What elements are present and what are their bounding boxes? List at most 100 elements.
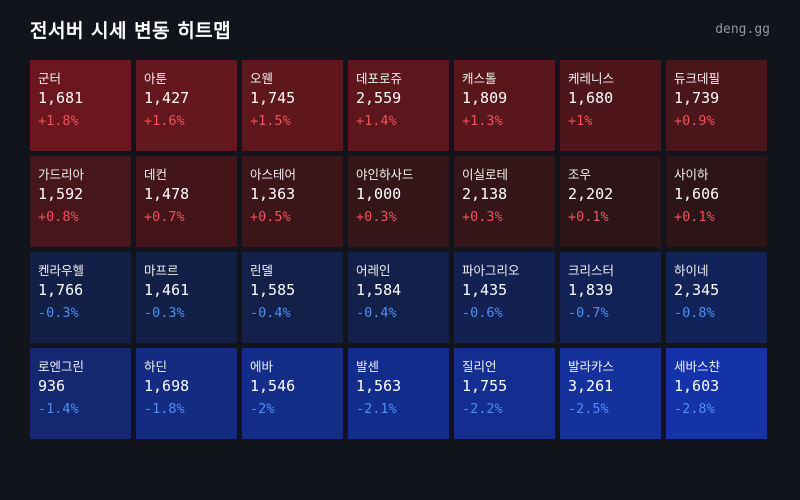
server-name: 오웬 bbox=[250, 71, 274, 86]
server-name: 가드리아 bbox=[38, 167, 85, 182]
server-price: 1,698 bbox=[144, 377, 190, 395]
server-price: 1,363 bbox=[250, 185, 296, 203]
price-change: -0.7% bbox=[568, 305, 609, 321]
server-tile[interactable]: 데컨 1,478 +0.7% bbox=[136, 156, 237, 247]
server-tile[interactable]: 세바스챤 1,603 -2.8% bbox=[666, 348, 767, 439]
server-name: 질리언 bbox=[462, 359, 497, 374]
price-change: +0.1% bbox=[568, 209, 609, 225]
server-name: 파아그리오 bbox=[462, 263, 520, 278]
server-tile[interactable]: 하딘 1,698 -1.8% bbox=[136, 348, 237, 439]
server-price: 1,809 bbox=[462, 89, 508, 107]
server-tile[interactable]: 이실로테 2,138 +0.3% bbox=[454, 156, 555, 247]
price-change: +0.5% bbox=[250, 209, 291, 225]
server-price: 1,000 bbox=[356, 185, 402, 203]
server-tile[interactable]: 캐스톨 1,809 +1.3% bbox=[454, 60, 555, 151]
server-price: 1,461 bbox=[144, 281, 190, 299]
server-tile[interactable]: 야인하사드 1,000 +0.3% bbox=[348, 156, 449, 247]
price-change: +1.4% bbox=[356, 113, 397, 129]
server-price: 2,138 bbox=[462, 185, 508, 203]
server-tile[interactable]: 아툰 1,427 +1.6% bbox=[136, 60, 237, 151]
server-price: 1,563 bbox=[356, 377, 402, 395]
server-tile[interactable]: 오웬 1,745 +1.5% bbox=[242, 60, 343, 151]
server-price: 936 bbox=[38, 377, 66, 395]
server-name: 크리스터 bbox=[568, 263, 615, 278]
price-change: -0.3% bbox=[38, 305, 79, 321]
server-name: 사이하 bbox=[674, 167, 709, 182]
server-tile[interactable]: 발라카스 3,261 -2.5% bbox=[560, 348, 661, 439]
server-tile[interactable]: 하이네 2,345 -0.8% bbox=[666, 252, 767, 343]
server-price: 1,606 bbox=[674, 185, 720, 203]
header: 전서버 시세 변동 히트맵 deng.gg bbox=[30, 14, 770, 44]
server-tile[interactable]: 린델 1,585 -0.4% bbox=[242, 252, 343, 343]
server-tile[interactable]: 발센 1,563 -2.1% bbox=[348, 348, 449, 439]
price-change: -2% bbox=[250, 401, 275, 417]
server-name: 듀크데필 bbox=[674, 71, 721, 86]
server-name: 캐스톨 bbox=[462, 71, 497, 86]
server-price: 1,546 bbox=[250, 377, 296, 395]
server-name: 아툰 bbox=[144, 71, 168, 86]
price-change: +1.8% bbox=[38, 113, 79, 129]
server-price: 2,345 bbox=[674, 281, 720, 299]
price-change: +0.7% bbox=[144, 209, 185, 225]
price-change: -1.4% bbox=[38, 401, 79, 417]
price-change: -1.8% bbox=[144, 401, 185, 417]
server-price: 1,592 bbox=[38, 185, 84, 203]
server-name: 이실로테 bbox=[462, 167, 509, 182]
server-tile[interactable]: 가드리아 1,592 +0.8% bbox=[30, 156, 131, 247]
server-price: 1,478 bbox=[144, 185, 190, 203]
server-name: 에바 bbox=[250, 359, 274, 374]
server-price: 1,584 bbox=[356, 281, 402, 299]
server-price: 1,427 bbox=[144, 89, 190, 107]
server-name: 발라카스 bbox=[568, 359, 615, 374]
server-name: 린델 bbox=[250, 263, 274, 278]
server-tile[interactable]: 케레니스 1,680 +1% bbox=[560, 60, 661, 151]
server-price: 1,739 bbox=[674, 89, 720, 107]
server-name: 군터 bbox=[38, 71, 62, 86]
server-name: 발센 bbox=[356, 359, 380, 374]
server-name: 마프르 bbox=[144, 263, 179, 278]
price-change: -0.8% bbox=[674, 305, 715, 321]
price-change: +0.3% bbox=[356, 209, 397, 225]
price-change: -2.8% bbox=[674, 401, 715, 417]
server-price: 1,435 bbox=[462, 281, 508, 299]
server-price: 3,261 bbox=[568, 377, 614, 395]
price-change: +1.3% bbox=[462, 113, 503, 129]
server-tile[interactable]: 사이하 1,606 +0.1% bbox=[666, 156, 767, 247]
price-change: -0.4% bbox=[356, 305, 397, 321]
price-change: -0.3% bbox=[144, 305, 185, 321]
server-tile[interactable]: 마프르 1,461 -0.3% bbox=[136, 252, 237, 343]
server-tile[interactable]: 듀크데필 1,739 +0.9% bbox=[666, 60, 767, 151]
price-change: -2.2% bbox=[462, 401, 503, 417]
price-change: +0.9% bbox=[674, 113, 715, 129]
server-name: 하이네 bbox=[674, 263, 709, 278]
server-tile[interactable]: 켄라우헬 1,766 -0.3% bbox=[30, 252, 131, 343]
price-change: -2.1% bbox=[356, 401, 397, 417]
server-name: 하딘 bbox=[144, 359, 168, 374]
price-change: -2.5% bbox=[568, 401, 609, 417]
server-name: 케레니스 bbox=[568, 71, 615, 86]
price-change: -0.6% bbox=[462, 305, 503, 321]
server-tile[interactable]: 조우 2,202 +0.1% bbox=[560, 156, 661, 247]
server-price: 1,603 bbox=[674, 377, 720, 395]
server-tile[interactable]: 어레인 1,584 -0.4% bbox=[348, 252, 449, 343]
server-price: 2,202 bbox=[568, 185, 614, 203]
server-tile[interactable]: 파아그리오 1,435 -0.6% bbox=[454, 252, 555, 343]
server-name: 켄라우헬 bbox=[38, 263, 85, 278]
server-name: 야인하사드 bbox=[356, 167, 414, 182]
price-change: +1.5% bbox=[250, 113, 291, 129]
server-tile[interactable]: 크리스터 1,839 -0.7% bbox=[560, 252, 661, 343]
price-change: +0.1% bbox=[674, 209, 715, 225]
server-tile[interactable]: 질리언 1,755 -2.2% bbox=[454, 348, 555, 439]
server-tile[interactable]: 로엔그린 936 -1.4% bbox=[30, 348, 131, 439]
server-tile[interactable]: 군터 1,681 +1.8% bbox=[30, 60, 131, 151]
server-name: 데포로쥬 bbox=[356, 71, 403, 86]
server-name: 아스테어 bbox=[250, 167, 297, 182]
server-tile[interactable]: 데포로쥬 2,559 +1.4% bbox=[348, 60, 449, 151]
server-name: 데컨 bbox=[144, 167, 168, 182]
server-tile[interactable]: 에바 1,546 -2% bbox=[242, 348, 343, 439]
price-change: +0.8% bbox=[38, 209, 79, 225]
server-price: 1,766 bbox=[38, 281, 84, 299]
server-price: 1,755 bbox=[462, 377, 508, 395]
server-tile[interactable]: 아스테어 1,363 +0.5% bbox=[242, 156, 343, 247]
page-title: 전서버 시세 변동 히트맵 bbox=[30, 19, 232, 42]
